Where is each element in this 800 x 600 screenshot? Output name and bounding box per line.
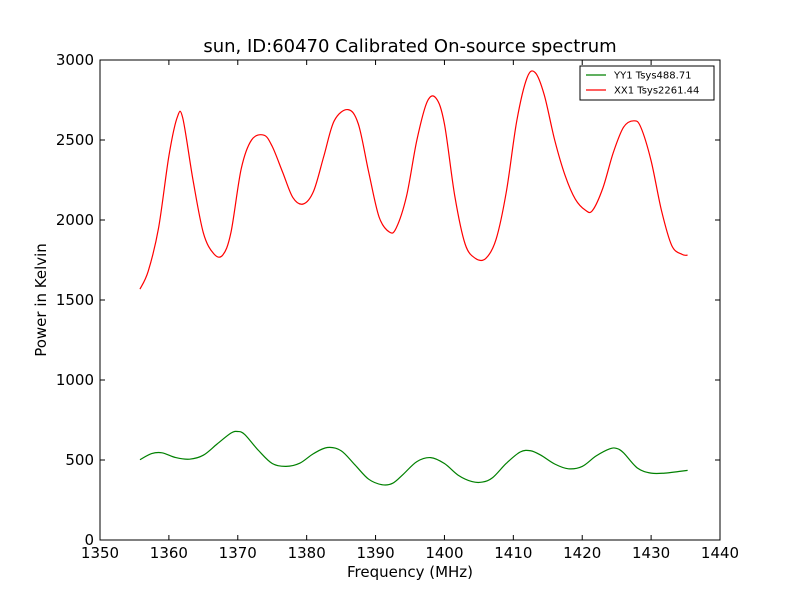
y-axis: 0 500 1000 1500 2000 2500 3000 <box>56 51 720 549</box>
y-tick-label: 2000 <box>56 211 94 229</box>
y-tick-label: 1500 <box>56 291 94 309</box>
y-tick-label: 1000 <box>56 371 94 389</box>
y-tick-label: 0 <box>84 531 94 549</box>
x-axis-label: Frequency (MHz) <box>347 563 473 581</box>
legend-label-2: XX1 Tsys2261.44 <box>614 86 699 97</box>
x-tick-label: 1430 <box>632 544 670 562</box>
legend-label-1: YY1 Tsys488.71 <box>613 71 692 82</box>
legend-box <box>579 65 715 101</box>
x-tick-label: 1420 <box>563 544 601 562</box>
series-line-2 <box>139 70 688 290</box>
x-tick-label: 1440 <box>701 544 739 562</box>
x-tick-label: 1380 <box>288 544 326 562</box>
x-tick-label: 1400 <box>425 544 463 562</box>
plot-border <box>99 59 721 541</box>
plot-area <box>99 59 721 541</box>
x-tick-label: 1410 <box>494 544 532 562</box>
series-group <box>139 70 688 486</box>
x-tick-label: 1360 <box>150 544 188 562</box>
x-axis: 1350 1360 1370 1380 1390 1400 1410 1420 1430 1440 <box>81 60 739 562</box>
x-tick-label: 1390 <box>356 544 394 562</box>
x-tick-label: 1370 <box>219 544 257 562</box>
series-line-1 <box>139 430 688 486</box>
y-tick-label: 3000 <box>56 51 94 69</box>
y-tick-label: 2500 <box>56 131 94 149</box>
y-tick-label: 500 <box>65 451 94 469</box>
chart-title: sun, ID:60470 Calibrated On-source spect… <box>203 36 616 57</box>
x-tick-label: 1350 <box>81 544 119 562</box>
legend: YY1 Tsys488.71 XX1 Tsys2261.44 <box>579 65 715 101</box>
y-axis-label: Power in Kelvin <box>32 243 50 357</box>
